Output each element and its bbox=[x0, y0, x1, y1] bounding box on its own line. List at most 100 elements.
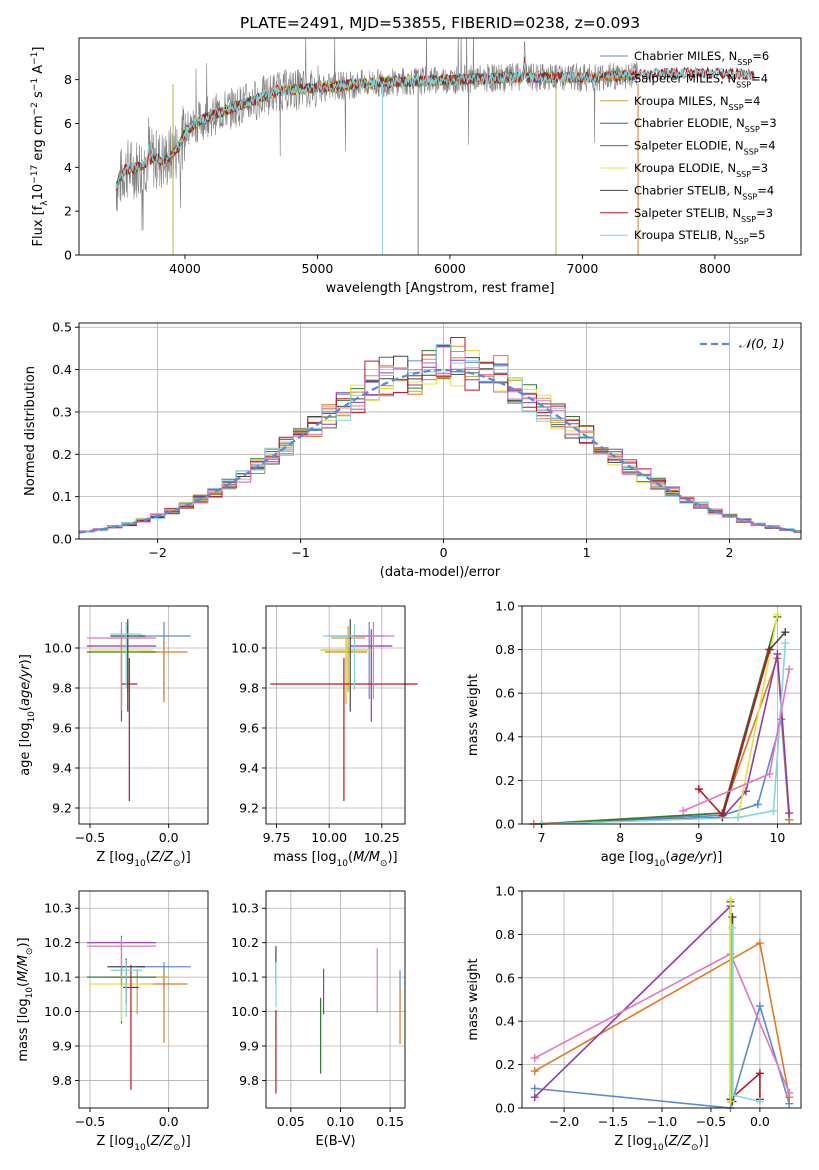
y-tick-label: 0.2 bbox=[495, 773, 515, 788]
weight-marker bbox=[753, 800, 762, 809]
weight-marker bbox=[785, 1088, 794, 1097]
weight-series bbox=[694, 645, 774, 820]
error-bar-point bbox=[110, 622, 142, 688]
x-tick-label: 10.25 bbox=[364, 830, 400, 845]
panel-spectrum: 4000 5000 6000 7000 8000 0 2 4 6 8 wavelength [Ang… bbox=[30, 37, 802, 296]
weight-series bbox=[530, 939, 794, 1102]
error-bar-point bbox=[105, 968, 169, 1015]
y-tick-label: 9.6 bbox=[52, 721, 72, 736]
x-tick-label: −2.0 bbox=[549, 1114, 579, 1129]
weight-marker bbox=[530, 1054, 539, 1063]
weight-marker bbox=[785, 665, 794, 674]
weight-series bbox=[537, 610, 782, 828]
weight-marker bbox=[755, 939, 764, 948]
y-tick-label: 10.2 bbox=[231, 935, 259, 950]
panel-age_vs_mass: 9.75 10.00 10.25 9.2 9.4 9.6 9.8 10.0 mass [log1… bbox=[231, 605, 418, 869]
y-tick-label: 10.1 bbox=[231, 970, 259, 985]
x-tick-label: 6000 bbox=[434, 261, 466, 276]
weight-marker bbox=[728, 923, 737, 932]
error-bar-point bbox=[121, 658, 138, 801]
plot-area bbox=[270, 619, 418, 801]
y-tick-label: 9.8 bbox=[239, 1073, 259, 1088]
x-tick-label: 7 bbox=[538, 830, 546, 845]
x-tick-label: 8000 bbox=[699, 261, 731, 276]
x-axis-label: age [log10(age/yr)] bbox=[601, 850, 723, 869]
axes-frame bbox=[78, 890, 209, 1109]
y-tick-label: 9.9 bbox=[239, 1039, 259, 1054]
weight-line bbox=[534, 1003, 791, 1109]
y-tick-label: 10.3 bbox=[44, 901, 72, 916]
x-tick-label: 0.0 bbox=[750, 1114, 770, 1129]
y-tick-label: 10.0 bbox=[231, 641, 259, 656]
y-axis-label: age [log10(age/yr)] bbox=[18, 654, 37, 776]
y-tick-label: 0.8 bbox=[495, 642, 515, 657]
y-axis-label: mass [log10(M/M⊙)] bbox=[16, 937, 35, 1061]
axes-frame bbox=[78, 605, 209, 825]
residual-histogram bbox=[79, 343, 801, 533]
panel-age_vs_Z: −0.5 0.0 9.2 9.4 9.6 9.8 10.0 Z [log10(Z/Z⊙)] ag… bbox=[18, 605, 209, 869]
panels-layer: 4000 5000 6000 7000 8000 0 2 4 6 8 wavelength [Ang… bbox=[16, 37, 802, 1153]
y-tick-label: 9.2 bbox=[239, 801, 259, 816]
weight-series bbox=[537, 649, 794, 828]
x-axis-label: E(B-V) bbox=[315, 1134, 355, 1149]
legend-label: Salpeter ELODIE, NSSP=4 bbox=[634, 139, 776, 157]
plot-area bbox=[275, 946, 401, 1094]
x-tick-label: −0.5 bbox=[75, 1114, 105, 1129]
plot-area bbox=[86, 619, 191, 801]
error-bar-point bbox=[320, 638, 372, 704]
y-tick-label: 0.2 bbox=[495, 1057, 515, 1072]
x-tick-label: 2 bbox=[726, 545, 734, 560]
weight-marker bbox=[765, 645, 774, 654]
legend-label: Chabrier MILES, NSSP=6 bbox=[634, 49, 769, 67]
weight-marker bbox=[755, 1097, 764, 1106]
y-tick-label: 9.8 bbox=[239, 681, 259, 696]
y-axis-label: mass weight bbox=[466, 958, 481, 1040]
weight-series bbox=[537, 612, 782, 828]
x-tick-label: 7000 bbox=[567, 261, 599, 276]
axes-frame bbox=[78, 37, 802, 256]
y-tick-label: 9.8 bbox=[52, 681, 72, 696]
y-tick-label: 10.0 bbox=[44, 1004, 72, 1019]
y-tick-label: 0.6 bbox=[495, 686, 515, 701]
x-tick-label: 0.0 bbox=[159, 1114, 179, 1129]
axis-ticks: 9.75 10.00 10.25 9.2 9.4 9.6 9.8 10.0 bbox=[231, 641, 400, 846]
y-tick-label: 0.4 bbox=[495, 1014, 515, 1029]
residual-histogram bbox=[79, 351, 801, 532]
weight-series bbox=[529, 715, 794, 828]
figure-title: PLATE=2491, MJD=53855, FIBERID=0238, z=0… bbox=[240, 14, 640, 32]
spectrum-lines bbox=[115, 38, 755, 255]
y-tick-label: 0.4 bbox=[495, 729, 515, 744]
axis-ticks: −2.0 −1.5 −1.0 −0.5 0.0 0.0 0.2 0.4 0.6 0.8 1.0 bbox=[495, 884, 770, 1130]
axes-frame bbox=[265, 890, 406, 1109]
axis-ticks: 4000 5000 6000 7000 8000 0 2 4 6 8 bbox=[64, 72, 731, 276]
weight-marker bbox=[773, 649, 782, 658]
weight-series bbox=[537, 639, 790, 828]
axes-frame bbox=[521, 890, 802, 1109]
weight-marker bbox=[734, 813, 743, 822]
model-spectrum bbox=[115, 62, 755, 188]
panel-residuals: −2 −1 0 1 2 0.0 0.1 0.2 0.3 0.4 0.5 𝒩(0, 1) (data-mo… bbox=[23, 320, 802, 580]
y-tick-label: 0.2 bbox=[52, 447, 72, 462]
axis-ticks: 7 8 9 10 0.0 0.2 0.4 0.6 0.8 1.0 bbox=[495, 599, 785, 846]
y-tick-label: 9.6 bbox=[239, 721, 259, 736]
x-tick-label: 1 bbox=[583, 545, 591, 560]
panel-weight_vs_age: 7 8 9 10 0.0 0.2 0.4 0.6 0.8 1.0 age [log10(age/yr… bbox=[466, 599, 802, 869]
error-bar-point bbox=[350, 629, 393, 722]
y-tick-label: 0.0 bbox=[495, 817, 515, 832]
weight-line bbox=[541, 614, 779, 825]
y-tick-label: 9.2 bbox=[52, 801, 72, 816]
weight-marker bbox=[694, 785, 703, 794]
error-bar-point bbox=[331, 626, 365, 692]
x-tick-label: 8 bbox=[616, 830, 624, 845]
x-tick-label: −1.5 bbox=[598, 1114, 628, 1129]
weight-marker bbox=[728, 913, 737, 922]
weight-marker bbox=[765, 769, 774, 778]
weight-series bbox=[726, 895, 735, 1106]
error-bar-point bbox=[110, 959, 142, 1017]
x-axis-label: (data-model)/error bbox=[380, 565, 501, 580]
legend-label: Salpeter STELIB, NSSP=3 bbox=[634, 206, 773, 224]
legend-label: Chabrier ELODIE, NSSP=3 bbox=[634, 116, 777, 134]
y-tick-label: 9.4 bbox=[239, 761, 259, 776]
x-tick-label: −1.0 bbox=[647, 1114, 677, 1129]
